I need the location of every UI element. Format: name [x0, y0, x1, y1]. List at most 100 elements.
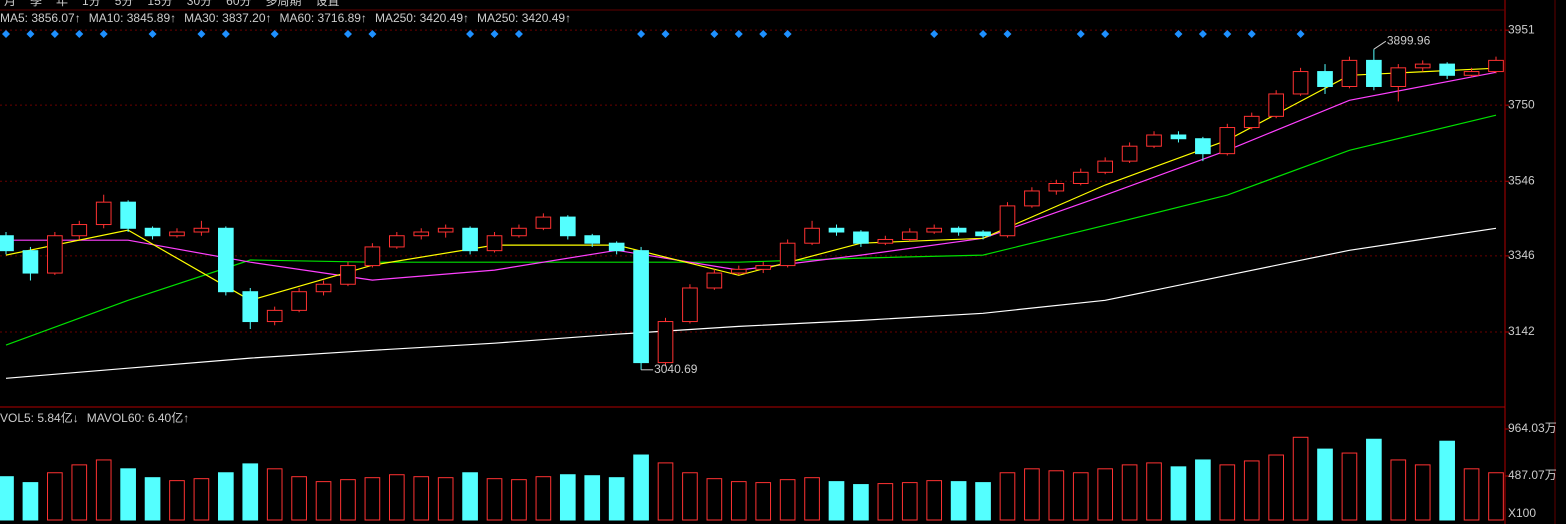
signal-diamond — [1198, 30, 1207, 38]
signal-diamond — [343, 30, 352, 38]
signal-diamond — [270, 30, 279, 38]
candle-body — [291, 291, 307, 311]
y-tick-label: 964.03万 — [1508, 421, 1557, 435]
candle-body — [144, 227, 161, 237]
volume-bar — [1414, 464, 1431, 521]
candle-body — [1097, 160, 1114, 173]
candle-body — [755, 265, 772, 270]
volume-bar — [511, 479, 527, 521]
candle-body — [437, 227, 454, 233]
candle-body — [1195, 138, 1211, 155]
tab[interactable]: 月 — [4, 0, 16, 8]
legend-entry: MA5: 3856.07↑ — [0, 11, 81, 25]
volume-bar — [1366, 438, 1382, 521]
signal-diamond — [1003, 30, 1012, 38]
candle-body — [71, 224, 88, 237]
y-tick-label: 3750 — [1508, 97, 1535, 111]
candle-body — [511, 227, 527, 237]
volume-bar — [1219, 464, 1236, 521]
candle-body — [266, 309, 283, 323]
signal-diamond — [466, 30, 475, 38]
candle-body — [0, 235, 14, 252]
candle-body — [486, 235, 503, 252]
candle-body — [1048, 183, 1065, 192]
y-tick-label: 3142 — [1508, 324, 1535, 338]
candle-body — [1024, 190, 1040, 207]
candle-body — [1366, 59, 1382, 87]
tab[interactable]: 设置 — [316, 0, 340, 8]
signal-diamond — [99, 30, 108, 38]
volume-bar — [608, 477, 625, 521]
candle-body — [853, 231, 869, 244]
volume-bar — [1292, 436, 1309, 521]
volume-bar — [1048, 470, 1065, 521]
candle-body — [682, 287, 698, 323]
signal-diamond — [979, 30, 988, 38]
volume-bar — [1170, 466, 1187, 521]
annotation-label: 3899.96 — [1387, 33, 1431, 47]
tab[interactable]: 1分 — [82, 0, 101, 8]
candle-body — [388, 235, 405, 248]
candle-body — [315, 283, 332, 293]
volume-bar — [999, 472, 1016, 521]
signal-diamond — [514, 30, 523, 38]
y-tick-label: 3346 — [1508, 248, 1535, 262]
unit-label: X100 — [1508, 506, 1536, 520]
signal-diamond — [1076, 30, 1085, 38]
volume-bar — [364, 477, 381, 521]
legend-entry: VOL5: 5.84亿↓ — [0, 410, 79, 425]
volume-bar — [559, 474, 576, 521]
tab[interactable]: 15分 — [147, 0, 172, 8]
candle-body — [169, 231, 185, 237]
candle-body — [1146, 134, 1162, 147]
volume-bar — [975, 482, 991, 521]
signal-diamond — [1223, 30, 1232, 38]
candle-body — [1170, 134, 1187, 140]
signal-diamond — [637, 30, 646, 38]
volume-bar — [1024, 468, 1040, 521]
volume-bar — [633, 454, 649, 521]
candle-body — [657, 321, 674, 364]
volume-bar — [1317, 448, 1333, 521]
signal-diamond — [1296, 30, 1305, 38]
volume-bar — [266, 468, 283, 521]
tab[interactable]: 多周期 — [266, 0, 302, 8]
signal-diamond — [75, 30, 84, 38]
candle-body — [1243, 115, 1260, 129]
volume-bar — [1488, 472, 1504, 521]
tab[interactable]: 5分 — [115, 0, 134, 8]
ma-line — [5, 227, 1497, 379]
volume-bar — [1341, 452, 1358, 521]
volume-bar — [730, 481, 747, 521]
candle-body — [1219, 127, 1236, 155]
volume-bar — [1072, 472, 1089, 521]
volume-bar — [1390, 459, 1407, 521]
volume-bar — [657, 462, 674, 521]
volume-bar — [706, 478, 723, 521]
volume-bar — [291, 476, 307, 521]
legend-entry: MA250: 3420.49↑ — [477, 11, 571, 25]
tab[interactable]: 30分 — [187, 0, 212, 8]
candle-body — [95, 201, 112, 226]
volume-bar — [682, 472, 698, 521]
candle-body — [804, 227, 820, 244]
candle-body — [1072, 171, 1089, 185]
tab[interactable]: 年 — [56, 0, 68, 8]
signal-diamond — [661, 30, 670, 38]
candle-body — [1341, 59, 1358, 87]
signal-diamond — [148, 30, 157, 38]
y-tick-label: 3546 — [1508, 173, 1535, 187]
signal-diamond — [368, 30, 377, 38]
candle-body — [633, 250, 649, 364]
signal-diamond — [710, 30, 719, 38]
candle-body — [730, 268, 747, 274]
volume-bar — [437, 477, 454, 521]
tab[interactable]: 60分 — [226, 0, 251, 8]
candle-body — [340, 265, 356, 285]
volume-bar — [462, 472, 478, 521]
tab[interactable]: 季 — [30, 0, 42, 8]
y-tick-label: 3951 — [1508, 22, 1535, 36]
signal-diamond — [1174, 30, 1183, 38]
volume-bar — [535, 476, 552, 521]
candle-body — [364, 246, 381, 267]
